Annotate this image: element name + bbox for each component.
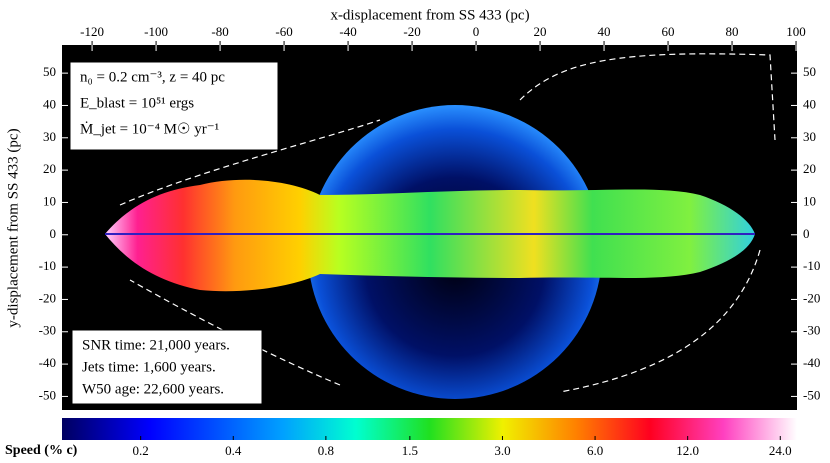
x-tick-label: 0 — [473, 24, 480, 39]
y-tick-label: 20 — [803, 161, 816, 176]
x-tick-label: -60 — [275, 24, 292, 39]
colorbar-label: Speed (% c) — [5, 443, 78, 458]
y-tick-label: -40 — [803, 355, 820, 370]
x-axis-label: x-displacement from SS 433 (pc) — [330, 7, 529, 23]
y-tick-label: -10 — [39, 258, 56, 273]
y-tick-label: 10 — [43, 193, 56, 208]
x-tick-label: -120 — [80, 24, 104, 39]
x-tick-label: -100 — [144, 24, 168, 39]
y-tick-label: 10 — [803, 193, 816, 208]
y-tick-label: 30 — [43, 129, 56, 144]
y-tick-label: 0 — [803, 226, 810, 241]
x-tick-label: 100 — [786, 24, 806, 39]
y-tick-label: 40 — [803, 96, 816, 111]
x-tick-label: 40 — [598, 24, 611, 39]
colorbar-tick-label: 24.0 — [769, 443, 792, 458]
parameter-line: E_blast = 10⁵¹ ergs — [80, 95, 194, 111]
y-tick-label: -40 — [39, 355, 56, 370]
y-tick-label: 50 — [803, 64, 816, 79]
y-tick-label: -30 — [39, 323, 56, 338]
y-tick-label: 40 — [43, 96, 56, 111]
parameter-line: Ṁ_jet = 10⁻⁴ M☉ yr⁻¹ — [80, 121, 219, 137]
jet — [105, 179, 755, 292]
time-line: SNR time: 21,000 years. — [82, 337, 230, 353]
parameter-box: n₀ = 0.2 cm⁻³, z = 40 pc E_blast = 10⁵¹ … — [69, 61, 279, 151]
colorbar-tick-label: 0.8 — [318, 443, 334, 458]
time-box: SNR time: 21,000 years. Jets time: 1,600… — [71, 329, 263, 405]
x-tick-label: 20 — [534, 24, 547, 39]
x-tick-label: 60 — [662, 24, 675, 39]
time-line: Jets time: 1,600 years. — [82, 359, 216, 375]
colorbar-tick-label: 6.0 — [587, 443, 603, 458]
x-tick-label: -80 — [211, 24, 228, 39]
y-axis-label: y-displacement from SS 433 (pc) — [5, 128, 21, 327]
w50-contour — [119, 53, 776, 393]
y-tick-label: -50 — [39, 387, 56, 402]
colorbar-tick-label: 0.2 — [133, 443, 149, 458]
y-tick-label: -50 — [803, 387, 820, 402]
y-tick-label: 50 — [43, 64, 56, 79]
y-tick-label: -20 — [803, 290, 820, 305]
colorbar-tick-label: 0.4 — [225, 443, 242, 458]
x-tick-label: -40 — [339, 24, 356, 39]
y-tick-label: -10 — [803, 258, 820, 273]
time-line: W50 age: 22,600 years. — [82, 381, 224, 397]
parameter-line: n₀ = 0.2 cm⁻³, z = 40 pc — [80, 69, 225, 85]
y-tick-label: -30 — [803, 323, 820, 338]
colorbar — [62, 418, 797, 440]
y-tick-label: 20 — [43, 161, 56, 176]
x-tick-label: 80 — [726, 24, 739, 39]
colorbar-tick-label: 3.0 — [494, 443, 510, 458]
box-frame — [69, 61, 279, 151]
colorbar-tick-label: 12.0 — [676, 443, 699, 458]
y-tick-label: 30 — [803, 129, 816, 144]
y-tick-label: 0 — [50, 226, 57, 241]
colorbar-tick-label: 1.5 — [402, 443, 418, 458]
box-frame — [71, 329, 263, 405]
x-tick-label: -20 — [403, 24, 420, 39]
y-tick-label: -20 — [39, 290, 56, 305]
